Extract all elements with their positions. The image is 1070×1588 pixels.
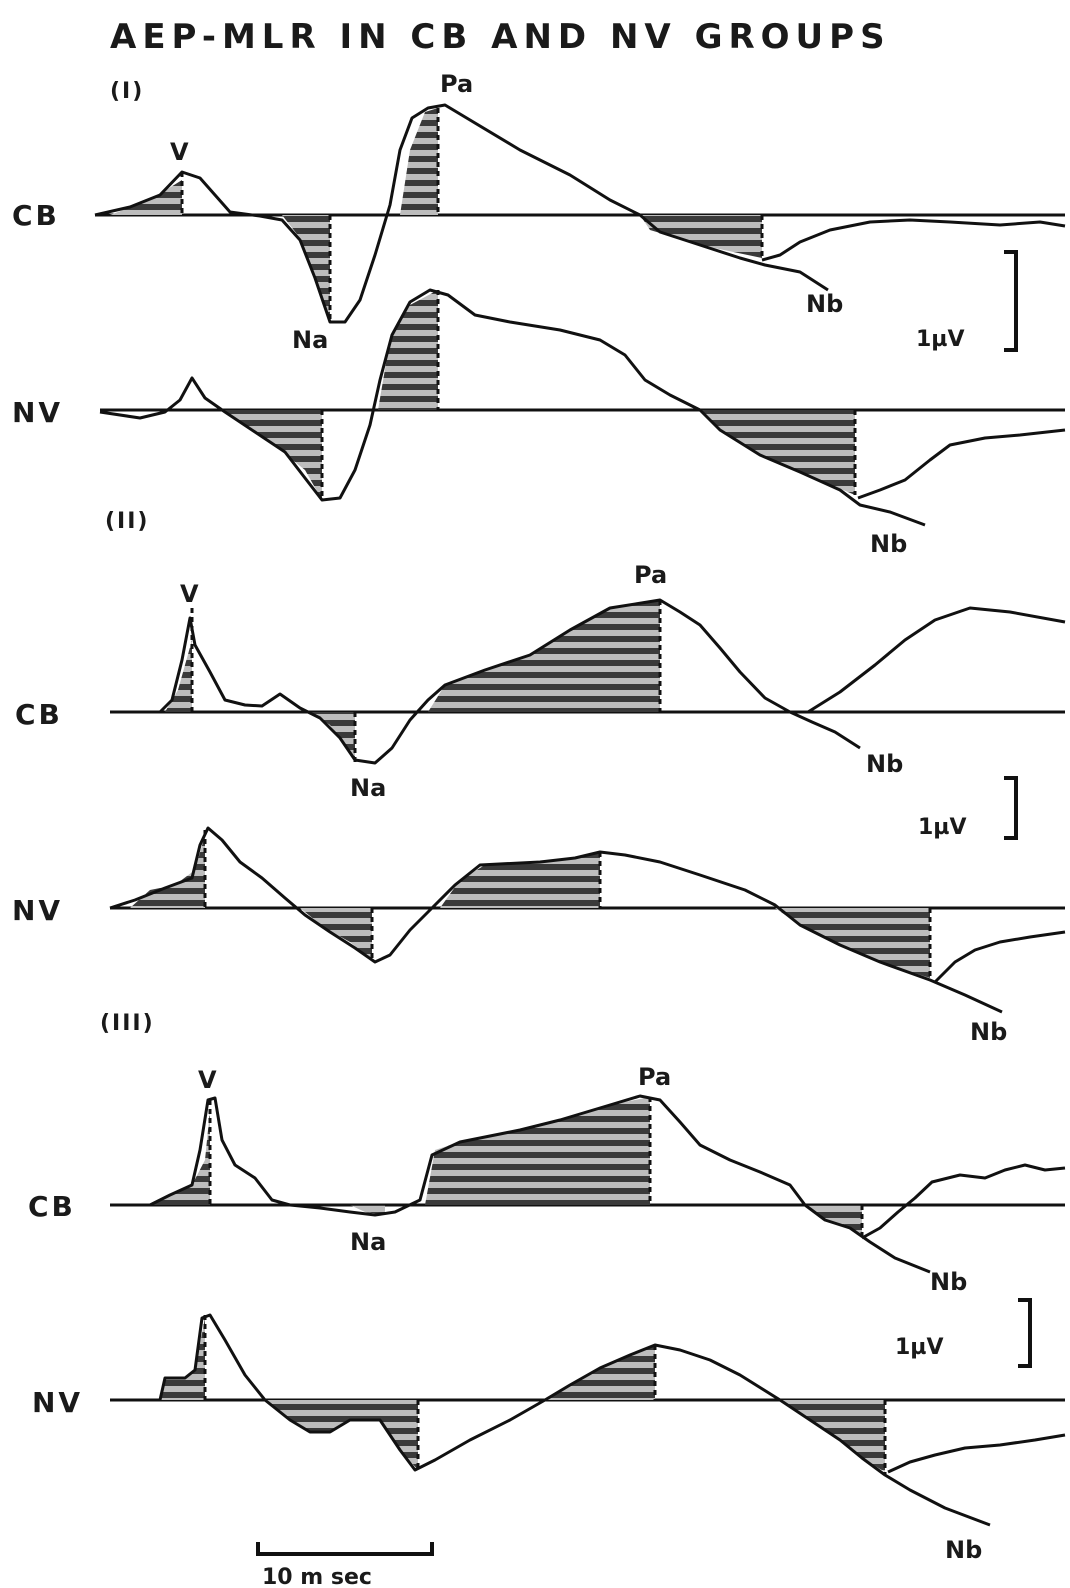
trace-nv: NV Nb xyxy=(12,826,1066,1046)
peak-label-pa: Pa xyxy=(634,561,667,589)
shaded-area xyxy=(165,640,192,712)
trace-label: NV xyxy=(12,396,63,429)
scale-label: 1µV xyxy=(918,815,967,840)
trace-nv: NV Nb xyxy=(32,1313,1066,1564)
figure-title: AEP-MLR IN CB AND NV GROUPS xyxy=(110,17,891,57)
peak-label-pa: Pa xyxy=(440,70,473,98)
shaded-area xyxy=(160,1318,205,1400)
shaded-area xyxy=(400,108,438,215)
trace-label: NV xyxy=(12,894,63,927)
shaded-area xyxy=(640,215,762,258)
scale-bar xyxy=(1004,250,1018,352)
trace-label: NV xyxy=(32,1386,83,1419)
waveform-tail xyxy=(857,428,1066,500)
peak-label-na: Na xyxy=(350,1228,386,1256)
scale-label: 1µV xyxy=(895,1335,944,1360)
shaded-area xyxy=(425,1097,650,1205)
time-scale-label: 10 m sec xyxy=(262,1565,372,1588)
peak-label-v: V xyxy=(180,580,199,608)
panel-label: (III) xyxy=(100,1011,155,1036)
waveform xyxy=(109,826,1003,1014)
waveform-tail xyxy=(761,218,1066,262)
amplitude-scale: 1µV xyxy=(895,1298,1032,1368)
peak-label-pa: Pa xyxy=(638,1063,671,1091)
waveform-tail xyxy=(807,606,1066,714)
shaded-area xyxy=(700,410,855,495)
amplitude-scale: 1µV xyxy=(918,776,1018,840)
shaded-area xyxy=(805,1205,862,1235)
shaded-area xyxy=(130,835,205,908)
time-scale-bar xyxy=(256,1542,434,1556)
amplitude-scale: 1µV xyxy=(916,250,1018,352)
trace-label: CB xyxy=(12,199,60,232)
scale-bar xyxy=(1004,776,1018,840)
panel-label: (I) xyxy=(110,79,144,104)
peak-label-na: Na xyxy=(350,774,386,802)
panel-1: (I) CB V Pa Na Nb 1µV NV xyxy=(12,70,1066,558)
waveform xyxy=(94,103,829,324)
scale-label: 1µV xyxy=(916,327,965,352)
waveform xyxy=(110,1313,991,1527)
waveform-tail xyxy=(887,1433,1066,1474)
waveform xyxy=(110,598,861,765)
shaded-area xyxy=(310,712,355,762)
trace-label: CB xyxy=(28,1190,76,1223)
panel-2: (II) CB V Pa Na Nb 1µV NV xyxy=(12,509,1066,1046)
shaded-area xyxy=(545,1345,655,1400)
peak-label-nb: Nb xyxy=(870,530,907,558)
scale-bar xyxy=(1018,1298,1032,1368)
waveform-tail xyxy=(861,1163,1066,1240)
shaded-area xyxy=(150,1110,210,1205)
shaded-area xyxy=(378,290,438,410)
trace-cb: CB V Pa Na Nb xyxy=(28,1063,1066,1296)
shaded-area xyxy=(428,600,660,712)
waveform-tail xyxy=(933,930,1066,984)
trace-cb: CB V Pa Na Nb xyxy=(15,561,1066,802)
peak-label-v: V xyxy=(198,1066,217,1094)
shaded-area xyxy=(220,410,322,500)
shaded-area xyxy=(775,908,930,978)
peak-label-nb: Nb xyxy=(866,750,903,778)
shaded-area xyxy=(440,852,600,908)
shaded-area xyxy=(110,180,182,215)
peak-label-nb: Nb xyxy=(945,1536,982,1564)
peak-label-nb: Nb xyxy=(806,290,843,318)
waveform xyxy=(110,1094,931,1274)
shaded-area xyxy=(350,1205,385,1215)
trace-label: CB xyxy=(15,698,63,731)
panel-3: (III) CB V Pa Na Nb 1µV NV xyxy=(28,1011,1066,1588)
trace-nv: NV Nb xyxy=(12,288,1066,558)
shaded-area xyxy=(265,1400,418,1470)
peak-label-na: Na xyxy=(292,326,328,354)
shaded-area xyxy=(282,215,330,322)
shaded-area xyxy=(300,908,372,960)
peak-label-v: V xyxy=(170,138,189,166)
panel-label: (II) xyxy=(105,509,149,534)
trace-cb: CB V Pa Na Nb xyxy=(12,70,1066,354)
time-scale: 10 m sec xyxy=(256,1542,434,1588)
waveform xyxy=(99,288,926,527)
peak-label-nb: Nb xyxy=(970,1018,1007,1046)
peak-label-nb: Nb xyxy=(930,1268,967,1296)
